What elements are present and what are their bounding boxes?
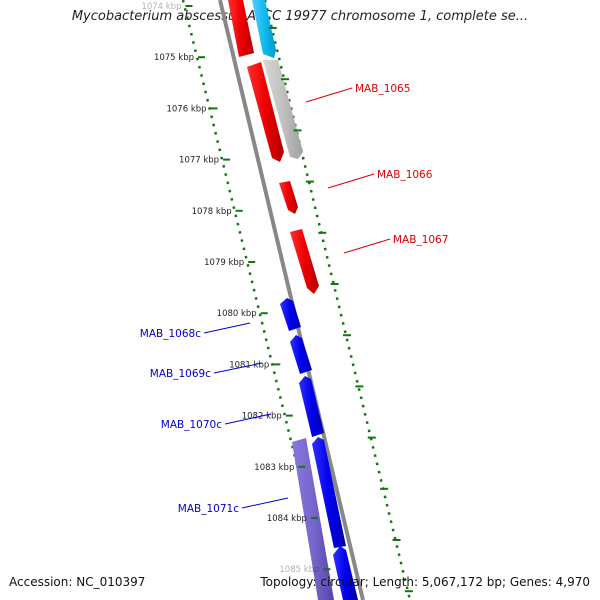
gene-arrow-grey[interactable] — [263, 60, 303, 159]
gene-arrow-blue-mab1068c[interactable] — [280, 298, 301, 331]
kbp-label: 1083 kbp — [254, 463, 294, 473]
kbp-label: 1082 kbp — [242, 412, 282, 422]
accession-text: Accession: NC_010397 — [9, 575, 146, 589]
map-title: Mycobacterium abscessus ATCC 19977 chrom… — [71, 9, 529, 24]
gene-arrow-cyan[interactable] — [252, 0, 276, 58]
gene-label[interactable]: MAB_1068c — [140, 328, 201, 340]
kbp-ticks: 1074 kbp 1075 kbp 1076 kbp 1077 kbp 1078 kbp… — [141, 2, 413, 593]
gene-leader-line — [327, 173, 375, 189]
gene-leader-line — [203, 322, 251, 334]
gene-arrow-red-top[interactable] — [228, 0, 254, 57]
gene-label[interactable]: MAB_1067 — [393, 234, 448, 246]
kbp-label: 1080 kbp — [217, 309, 257, 319]
kbp-label: 1079 kbp — [204, 258, 244, 268]
gene-label[interactable]: MAB_1069c — [150, 368, 211, 380]
kbp-label: 1078 kbp — [192, 207, 232, 217]
kbp-label: 1077 kbp — [179, 156, 219, 166]
kbp-label: 1074 kbp — [141, 2, 181, 12]
outer-dotted-ring — [263, 0, 412, 600]
gene-label[interactable]: MAB_1066 — [377, 169, 433, 181]
gene-arrow-blue-mab1071c[interactable] — [312, 437, 346, 548]
gene-arrow-blue-mab1070c[interactable] — [299, 376, 324, 437]
gene-leader-line — [213, 362, 263, 374]
gene-label[interactable]: MAB_1065 — [355, 83, 410, 95]
gene-arrow-blue-bottom[interactable] — [333, 546, 358, 600]
kbp-label: 1076 kbp — [166, 104, 206, 114]
gene-label[interactable]: MAB_1070c — [161, 419, 222, 431]
backbone — [218, 0, 365, 600]
gene-arrow-blue-mab1069c[interactable] — [290, 335, 312, 374]
gene-arrow-red-mab1067[interactable] — [290, 229, 319, 294]
gene-leader-line — [241, 497, 289, 509]
gene-arrow-red-mab1066[interactable] — [279, 181, 298, 214]
gene-leader-line — [305, 87, 353, 103]
gene-labels: MAB_1065 MAB_1066 MAB_1067 MAB_1068c MAB_106… — [140, 83, 449, 515]
gene-arrow-red-mab1065[interactable] — [247, 62, 284, 162]
summary-text: Topology: circular; Length: 5,067,172 bp… — [260, 575, 590, 589]
inner-dotted-ring — [181, 0, 332, 600]
gene-leader-line — [224, 413, 272, 425]
kbp-label: 1075 kbp — [154, 53, 194, 63]
kbp-label: 1084 kbp — [267, 514, 307, 524]
gene-leader-line — [343, 238, 391, 254]
kbp-label: 1085 kbp — [279, 565, 319, 575]
gene-label[interactable]: MAB_1071c — [178, 503, 239, 515]
